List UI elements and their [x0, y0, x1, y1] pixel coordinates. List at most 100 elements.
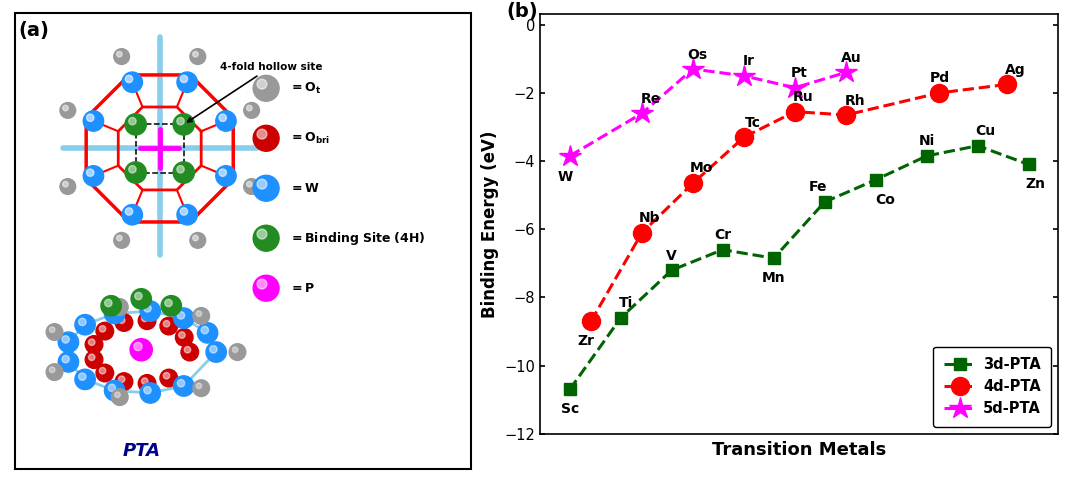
5d-PTA [788, 85, 801, 91]
Circle shape [111, 389, 129, 405]
Circle shape [244, 179, 259, 194]
Circle shape [105, 303, 125, 324]
Circle shape [108, 307, 116, 314]
Circle shape [219, 169, 227, 176]
Text: Pt: Pt [791, 66, 808, 80]
Circle shape [257, 79, 267, 89]
Circle shape [206, 342, 227, 362]
Circle shape [144, 305, 151, 312]
Circle shape [122, 72, 143, 93]
Circle shape [114, 392, 120, 398]
Circle shape [190, 232, 205, 248]
3d-PTA [665, 267, 678, 273]
Circle shape [257, 279, 267, 289]
Circle shape [63, 181, 68, 187]
Text: Co: Co [875, 193, 895, 207]
Circle shape [174, 308, 194, 328]
Circle shape [161, 295, 181, 316]
Circle shape [177, 166, 185, 173]
Circle shape [253, 125, 279, 151]
Circle shape [160, 369, 177, 387]
Text: Au: Au [840, 51, 862, 65]
Circle shape [113, 232, 130, 248]
Circle shape [174, 376, 194, 396]
Circle shape [201, 326, 208, 334]
Circle shape [135, 293, 143, 300]
Text: Ag: Ag [1004, 63, 1025, 77]
Circle shape [108, 384, 116, 391]
Line: 4d-PTA: 4d-PTA [582, 75, 1016, 330]
Circle shape [197, 311, 202, 316]
Circle shape [192, 52, 199, 57]
Circle shape [197, 383, 202, 388]
Circle shape [89, 339, 95, 346]
Text: $\mathregular{=O_t}$: $\mathregular{=O_t}$ [289, 81, 322, 96]
Text: Cr: Cr [714, 228, 731, 242]
Circle shape [59, 103, 76, 118]
Circle shape [99, 367, 106, 374]
Y-axis label: Binding Energy (eV): Binding Energy (eV) [481, 131, 499, 318]
Text: Pd: Pd [930, 71, 949, 85]
Circle shape [173, 162, 194, 183]
Circle shape [244, 103, 259, 118]
Text: Ru: Ru [793, 90, 813, 104]
Text: Tc: Tc [744, 116, 760, 130]
Circle shape [198, 323, 218, 343]
Circle shape [246, 105, 252, 111]
Circle shape [79, 373, 86, 380]
Circle shape [129, 118, 136, 125]
Circle shape [122, 204, 143, 225]
Text: V: V [666, 249, 677, 263]
5d-PTA [564, 153, 577, 159]
Circle shape [131, 289, 151, 309]
Circle shape [141, 378, 148, 384]
3d-PTA [564, 387, 577, 392]
4d-PTA [635, 230, 648, 236]
Circle shape [62, 355, 69, 363]
Circle shape [210, 346, 217, 353]
Text: (b): (b) [507, 2, 538, 21]
Circle shape [192, 235, 199, 241]
Text: Ni: Ni [919, 134, 935, 148]
Circle shape [116, 373, 133, 390]
Circle shape [86, 114, 94, 121]
Circle shape [96, 364, 113, 382]
4d-PTA [687, 180, 700, 186]
Text: Mo: Mo [690, 161, 713, 174]
5d-PTA [738, 73, 751, 79]
Circle shape [134, 342, 143, 351]
Circle shape [105, 380, 125, 401]
Circle shape [163, 373, 170, 379]
Circle shape [86, 169, 94, 176]
Circle shape [253, 175, 279, 201]
Circle shape [229, 344, 246, 361]
Text: Re: Re [640, 92, 661, 106]
Circle shape [46, 324, 63, 340]
Text: PTA: PTA [122, 442, 160, 460]
Circle shape [232, 347, 238, 352]
Circle shape [178, 332, 185, 338]
Circle shape [125, 75, 133, 82]
Circle shape [79, 318, 86, 326]
Circle shape [89, 354, 95, 361]
Circle shape [144, 387, 151, 394]
Circle shape [177, 379, 185, 387]
3d-PTA [767, 255, 780, 261]
Circle shape [58, 352, 79, 372]
Circle shape [177, 118, 185, 125]
Text: Sc: Sc [561, 402, 579, 416]
Circle shape [119, 317, 125, 323]
5d-PTA [635, 110, 648, 116]
Circle shape [111, 299, 129, 315]
Circle shape [138, 312, 156, 330]
Circle shape [96, 322, 113, 340]
Text: Mn: Mn [761, 271, 785, 285]
Text: $\mathregular{=Binding\ Site\ (4H)}$: $\mathregular{=Binding\ Site\ (4H)}$ [289, 230, 426, 247]
Text: Ir: Ir [743, 54, 755, 68]
Text: Nb: Nb [639, 211, 660, 225]
Circle shape [257, 129, 267, 139]
Circle shape [219, 114, 227, 121]
Legend: 3d-PTA, 4d-PTA, 5d-PTA: 3d-PTA, 4d-PTA, 5d-PTA [933, 347, 1051, 427]
5d-PTA [687, 66, 700, 72]
Circle shape [58, 332, 79, 352]
